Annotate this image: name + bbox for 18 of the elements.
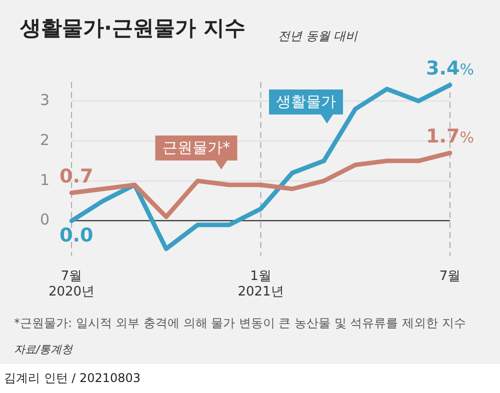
series-label: 근원물가*	[156, 135, 238, 160]
x-tick-label: 7월	[439, 268, 461, 284]
series-label: 생활물가	[269, 90, 344, 115]
data-label: 0.0	[60, 224, 94, 246]
x-tick-label: 1월 2021년	[238, 268, 284, 300]
data-label: 1.7%	[426, 125, 474, 148]
y-tick-label: 0	[40, 210, 50, 229]
data-label: 0.7	[60, 165, 94, 188]
y-tick-label: 1	[40, 170, 50, 189]
text: 자료/통계청	[14, 342, 73, 357]
data-label: 3.4%	[426, 57, 474, 80]
x-tick-label: 7월 2020년	[48, 268, 95, 300]
text: *근원물가: 일시적 외부 충격에 의해 물가 변동이 큰 농산물 및 석유류를 제외한 지수	[14, 315, 466, 332]
text: 김계리 인턴 / 20210803	[4, 370, 141, 387]
y-tick-label: 3	[40, 90, 50, 109]
y-tick-label: 2	[40, 130, 50, 149]
chart-title: 생활물가·근원물가 지수	[20, 15, 246, 42]
chart-subtitle: 전년 동월 대비	[278, 28, 358, 45]
